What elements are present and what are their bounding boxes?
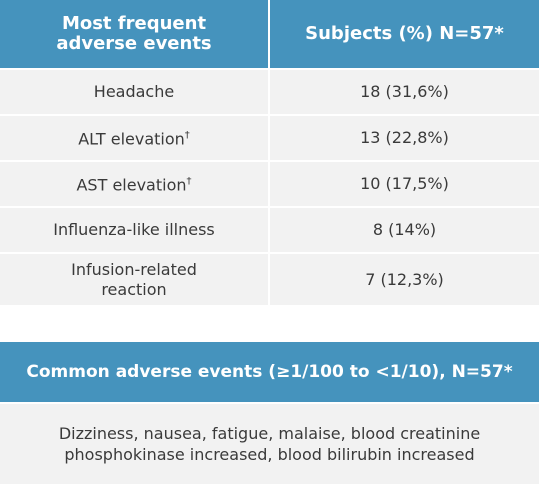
subjects-text: 13 (22,8%) xyxy=(360,128,449,147)
subjects-cell: 8 (14%) xyxy=(270,208,539,252)
subjects-cell: 18 (31,6%) xyxy=(270,70,539,114)
event-cell: Infusion-related reaction xyxy=(0,254,268,305)
event-text: Influenza-like illness xyxy=(53,220,215,240)
subjects-cell: 10 (17,5%) xyxy=(270,162,539,206)
event-name: Infusion-related reaction xyxy=(71,259,197,299)
event-name: ALT elevation xyxy=(78,129,185,149)
footnote-mark: † xyxy=(184,130,190,142)
event-cell: AST elevation† xyxy=(0,162,268,206)
subjects-text: 7 (12,3%) xyxy=(365,269,444,289)
event-text: Infusion-related reaction xyxy=(39,260,229,300)
common-events: Common adverse events (≥1/100 to <1/10),… xyxy=(0,342,539,484)
subjects-cell: 13 (22,8%) xyxy=(270,116,539,160)
header-text: Most frequent adverse events xyxy=(56,13,212,54)
event-text: ALT elevation† xyxy=(78,126,190,149)
subjects-text: 18 (31,6%) xyxy=(360,82,449,101)
header-cell: Subjects (%) N=57* xyxy=(270,0,539,68)
header-text: Common adverse events (≥1/100 to <1/10),… xyxy=(26,362,513,382)
event-cell: ALT elevation† xyxy=(0,116,268,160)
event-name: Headache xyxy=(93,82,175,101)
common-body: Dizziness, nausea, fatigue, malaise, blo… xyxy=(0,404,539,484)
event-cell: Headache xyxy=(0,70,268,114)
event-text: Headache xyxy=(94,82,174,102)
header-cell: Most frequent adverse events xyxy=(0,0,268,68)
subjects-cell: 7 (12,3%) xyxy=(270,254,539,305)
subjects-text: 10 (17,5%) xyxy=(360,174,449,193)
common-header: Common adverse events (≥1/100 to <1/10),… xyxy=(0,342,539,402)
subjects-text: 8 (14%) xyxy=(372,220,437,239)
footnote-mark: † xyxy=(186,176,192,188)
event-name: Influenza-like illness xyxy=(53,220,215,239)
event-cell: Influenza-like illness xyxy=(0,208,268,252)
adverse-events-table: Most frequent adverse events Subjects (%… xyxy=(0,0,539,305)
header-text: Subjects (%) N=57* xyxy=(305,23,504,44)
body-text: Dizziness, nausea, fatigue, malaise, blo… xyxy=(58,424,481,464)
event-name: AST elevation xyxy=(76,175,187,195)
event-text: AST elevation† xyxy=(76,172,191,195)
